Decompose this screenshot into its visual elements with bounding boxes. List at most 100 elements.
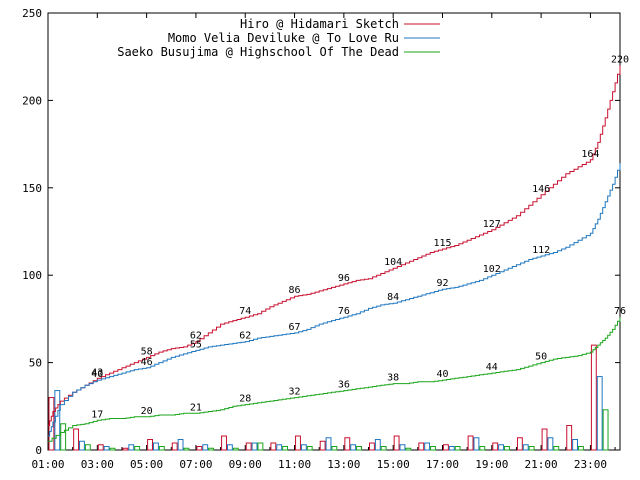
point-label: 67: [289, 322, 301, 333]
hourly-bar-blue: [251, 442, 258, 451]
plot-frame: [47, 12, 621, 451]
hourly-bar-blue: [300, 444, 307, 451]
x-tick-label: 11:00: [278, 458, 311, 471]
hourly-bar-green: [602, 409, 609, 451]
hourly-bar-blue: [399, 444, 406, 451]
hourly-bar-green: [356, 446, 362, 451]
x-tick-label: 13:00: [327, 458, 360, 471]
hourly-bar-green: [232, 447, 239, 451]
hourly-bars: [48, 344, 609, 451]
y-tick-label: 150: [22, 182, 42, 195]
hourly-bar-red: [97, 444, 104, 451]
hourly-bar-green: [109, 447, 116, 451]
hourly-bar-blue: [473, 437, 480, 451]
hourly-bar-red: [245, 442, 252, 451]
point-label: 115: [433, 238, 451, 249]
y-tick-label: 250: [22, 7, 42, 20]
hourly-bar-green: [430, 446, 436, 451]
point-label: 62: [190, 331, 202, 342]
hourly-bar-red: [541, 428, 548, 451]
y-axis: 0 50 100 150 200 250: [22, 7, 620, 457]
series-lines: [48, 65, 621, 442]
point-label: 96: [338, 273, 350, 284]
hourly-bar-red: [516, 437, 523, 451]
point-label: 20: [141, 406, 153, 417]
hourly-bar-green: [553, 446, 560, 451]
point-label: 74: [239, 306, 251, 317]
x-tick-label: 17:00: [426, 458, 459, 471]
hourly-bar-red: [48, 397, 55, 451]
point-label: 40: [91, 369, 103, 380]
point-label: 76: [614, 306, 626, 317]
hourly-bar-blue: [522, 444, 529, 451]
hourly-bar-blue: [350, 444, 357, 451]
point-label: 43: [91, 367, 103, 378]
hourly-bar-blue: [103, 446, 110, 451]
point-label: 36: [338, 380, 350, 391]
point-label: 38: [387, 373, 399, 384]
hourly-bar-green: [405, 447, 412, 451]
hourly-bar-red: [319, 440, 326, 451]
point-label: 92: [436, 278, 448, 289]
hourly-bar-red: [418, 442, 425, 451]
series-line-2: [48, 317, 621, 442]
hourly-bar-green: [257, 442, 264, 451]
x-tick-label: 15:00: [377, 458, 410, 471]
legend-label: Momo Velia Deviluke @ To Love Ru: [168, 31, 399, 45]
hourly-bar-green: [306, 446, 313, 451]
x-tick-label: 21:00: [525, 458, 558, 471]
hourly-bar-blue: [448, 446, 455, 451]
point-label: 17: [91, 409, 103, 420]
hourly-bar-green: [577, 446, 584, 451]
hourly-bar-red: [73, 428, 80, 451]
hourly-bar-green: [454, 446, 461, 451]
hourly-bar-blue: [325, 437, 332, 451]
hourly-bar-red: [147, 439, 153, 451]
series-line-1: [48, 163, 621, 437]
x-tick-label: 23:00: [574, 458, 607, 471]
hourly-bar-blue: [276, 444, 283, 451]
y-tick-label: 50: [29, 357, 42, 370]
hourly-bar-red: [369, 442, 375, 451]
point-label: 50: [535, 352, 547, 363]
legend-label: Saeko Busujima @ Highschool Of The Dead: [117, 45, 399, 59]
y-tick-label: 100: [22, 269, 42, 282]
hourly-bar-red: [590, 344, 597, 451]
point-label: 146: [532, 184, 550, 195]
point-label: 104: [384, 257, 402, 268]
hourly-bar-red: [442, 444, 449, 451]
point-label: 21: [190, 402, 202, 413]
hourly-bar-green: [158, 446, 165, 451]
hourly-bar-blue: [226, 444, 233, 451]
x-tick-label: 09:00: [229, 458, 262, 471]
point-label: 102: [483, 264, 501, 275]
hourly-bar-red: [295, 435, 301, 451]
hourly-bar-red: [344, 437, 351, 451]
hourly-bar-red: [270, 442, 277, 451]
point-label: 55: [190, 339, 202, 350]
point-label: 127: [483, 219, 501, 230]
point-label: 62: [239, 331, 251, 342]
hourly-bar-blue: [424, 442, 431, 451]
hourly-bar-red: [122, 447, 129, 451]
hourly-bar-red: [171, 442, 178, 451]
hourly-bar-green: [282, 446, 289, 451]
hourly-bar-red: [196, 446, 203, 451]
point-label: 76: [338, 306, 350, 317]
hourly-bar-red: [566, 425, 573, 451]
hourly-bar-blue: [202, 444, 209, 451]
legend-label: Hiro @ Hidamari Sketch: [240, 17, 399, 31]
hourly-bar-red: [221, 435, 227, 451]
x-axis: 01:00 03:00 05:00 07:00 09:00 11:00 13:00 15:00…: [31, 13, 616, 471]
point-label: 58: [141, 346, 153, 357]
point-label: 32: [289, 387, 301, 398]
hourly-bar-blue: [128, 444, 135, 451]
point-labels: 4358627486961041151271461642204046556267…: [91, 54, 629, 420]
point-label: 86: [289, 285, 301, 296]
x-tick-label: 19:00: [475, 458, 508, 471]
hourly-bar-green: [60, 423, 67, 451]
x-tick-label: 03:00: [81, 458, 114, 471]
x-tick-label: 01:00: [31, 458, 64, 471]
hourly-bar-blue: [596, 376, 603, 451]
